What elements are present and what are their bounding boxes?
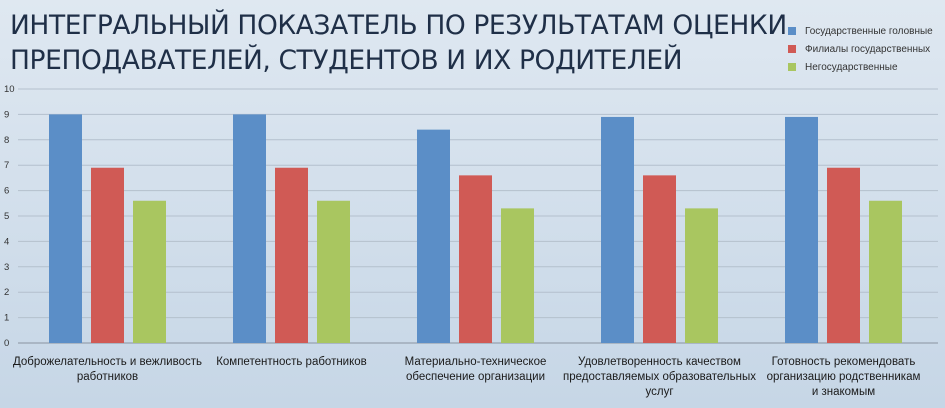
y-tick-label-4: 4 xyxy=(4,236,9,247)
legend-item-series-1: Государственные головные xyxy=(788,22,933,40)
x-category-label-4: Удовлетворенность качеством предоставляем… xyxy=(563,356,756,398)
chart-legend: Государственные головные Филиалы государ… xyxy=(788,22,933,76)
x-category-label-4-line-3: услуг xyxy=(645,386,673,398)
x-category-label-5-line-3: и знакомым xyxy=(812,386,875,398)
bar-cat4-series3 xyxy=(685,208,718,343)
chart-title-line-2: ПРЕПОДАВАТЕЛЕЙ, СТУДЕНТОВ И ИХ РОДИТЕЛЕЙ xyxy=(10,45,683,76)
x-category-label-2-line-1: Компетентность работников xyxy=(216,356,367,368)
bar-cat5-series2 xyxy=(827,167,860,343)
y-tick-label-8: 8 xyxy=(4,135,9,146)
bar-cat3-series2 xyxy=(459,175,492,343)
bar-cat2-series1 xyxy=(233,114,266,344)
bar-cat3-series1 xyxy=(417,129,450,343)
legend-swatch-series-3 xyxy=(788,63,796,71)
y-tick-label-5: 5 xyxy=(4,211,9,222)
legend-swatch-series-2 xyxy=(788,45,796,53)
x-category-label-3-line-1: Материально-техническое xyxy=(405,356,547,368)
chart-title-line-1: ИНТЕГРАЛЬНЫЙ ПОКАЗАТЕЛЬ ПО РЕЗУЛЬТАТАМ О… xyxy=(10,10,787,41)
x-category-label-3: Материально-техническое обеспечение орган… xyxy=(405,356,547,383)
x-category-label-5-line-2: организацию родственникам xyxy=(767,371,921,383)
x-category-label-4-line-1: Удовлетворенность качеством xyxy=(578,356,741,368)
legend-label-series-3: Негосударственные xyxy=(805,61,898,73)
x-category-label-1: Доброжелательность и вежливость работнико… xyxy=(13,356,202,383)
x-category-label-4-line-2: предоставляемых образовательных xyxy=(563,371,756,383)
y-tick-label-9: 9 xyxy=(4,109,9,120)
x-category-label-2: Компетентность работников xyxy=(216,356,367,368)
bar-cat3-series3 xyxy=(501,208,534,343)
y-tick-label-3: 3 xyxy=(4,262,9,273)
y-tick-label-10: 10 xyxy=(4,84,15,95)
legend-label-series-2: Филиалы государственных xyxy=(805,43,931,55)
x-category-label-1-line-1: Доброжелательность и вежливость xyxy=(13,356,202,368)
y-tick-label-2: 2 xyxy=(4,287,9,298)
bar-cat5-series3 xyxy=(869,200,902,343)
bar-cat2-series2 xyxy=(275,167,308,343)
bar-cat1-series1 xyxy=(49,114,82,344)
x-category-label-5-line-1: Готовность рекомендовать xyxy=(772,356,916,368)
y-tick-label-7: 7 xyxy=(4,160,9,171)
bar-cat5-series1 xyxy=(785,116,818,343)
x-category-label-3-line-2: обеспечение организации xyxy=(406,371,545,383)
x-category-label-1-line-2: работников xyxy=(77,371,138,383)
x-category-label-5: Готовность рекомендовать организацию родс… xyxy=(767,356,921,398)
bar-cat1-series3 xyxy=(133,200,166,343)
y-tick-label-0: 0 xyxy=(4,338,9,349)
bar-cat4-series1 xyxy=(601,116,634,343)
legend-label-series-1: Государственные головные xyxy=(805,25,933,37)
y-tick-label-1: 1 xyxy=(4,313,9,324)
legend-item-series-3: Негосударственные xyxy=(788,58,933,76)
legend-swatch-series-1 xyxy=(788,27,796,35)
bar-cat4-series2 xyxy=(643,175,676,343)
legend-item-series-2: Филиалы государственных xyxy=(788,40,933,58)
bar-cat1-series2 xyxy=(91,167,124,343)
bar-cat2-series3 xyxy=(317,200,350,343)
y-tick-label-6: 6 xyxy=(4,186,9,197)
chart-title: ИНТЕГРАЛЬНЫЙ ПОКАЗАТЕЛЬ ПО РЕЗУЛЬТАТАМ О… xyxy=(10,8,787,78)
